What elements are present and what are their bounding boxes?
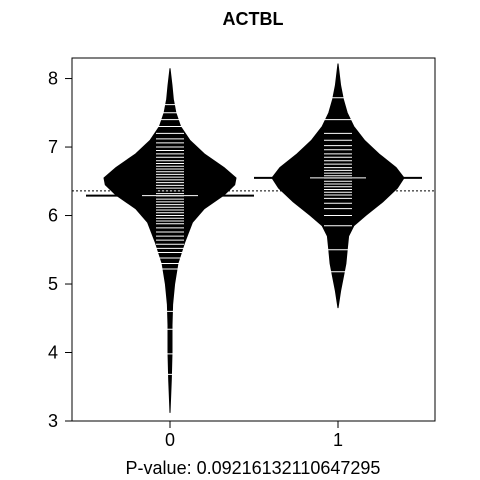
bean-0 <box>86 68 254 413</box>
bean-1 <box>254 63 422 309</box>
plot-area-frame <box>71 57 436 422</box>
x-axis-label: P-value: 0.09216132110647295 <box>126 458 381 478</box>
y-tick-label-3: 3 <box>48 411 58 431</box>
x-tick-label-1: 1 <box>333 430 343 450</box>
bean-density-1 <box>271 63 405 309</box>
chart-title: ACTBL <box>223 9 284 29</box>
y-tick-label-8: 8 <box>48 69 58 89</box>
beans-layer <box>86 63 422 413</box>
y-axis: 3 4 5 6 7 8 <box>48 69 73 431</box>
x-tick-label-0: 0 <box>165 430 175 450</box>
y-tick-label-7: 7 <box>48 137 58 157</box>
y-tick-label-4: 4 <box>48 343 58 363</box>
y-tick-label-5: 5 <box>48 274 58 294</box>
y-tick-label-6: 6 <box>48 206 58 226</box>
